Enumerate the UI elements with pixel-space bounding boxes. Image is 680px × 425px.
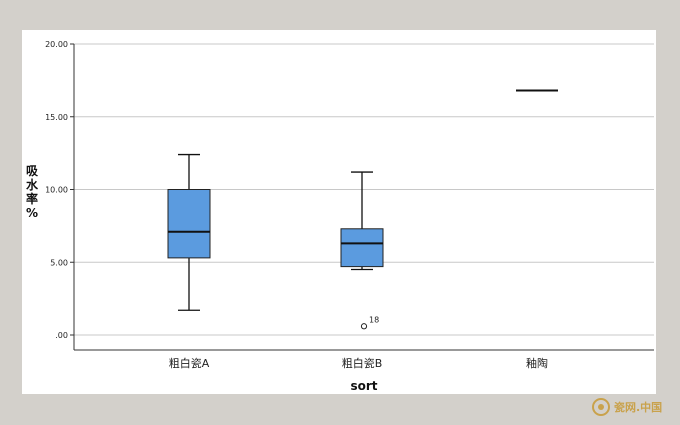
y-tick-label: .00: [55, 331, 68, 340]
box-iqr: [167, 189, 211, 259]
boxplot-chart: .00 5.00 10.00 15.00 20.00 粗白瓷A 18 粗白瓷B 釉陶 sort 吸水…: [26, 40, 654, 393]
y-tick-label: 5.00: [50, 258, 68, 267]
watermark: 瓷网.中国: [592, 396, 662, 418]
outlier-point: [360, 323, 368, 330]
y-tick-label: 15.00: [45, 113, 68, 122]
x-category-label: 粗白瓷A: [169, 356, 210, 370]
x-category-label: 粗白瓷B: [342, 356, 383, 370]
outlier-label: 18: [369, 315, 379, 324]
watermark-text: 瓷网.中国: [614, 401, 663, 414]
watermark-logo-icon: [592, 398, 610, 416]
x-axis-title: sort: [350, 379, 377, 393]
y-tick-label: 10.00: [45, 186, 68, 195]
y-tick-label: 20.00: [45, 40, 68, 49]
box-iqr: [340, 228, 384, 268]
y-axis-title: 吸水率%: [26, 164, 39, 220]
x-category-label: 釉陶: [526, 356, 548, 370]
chart-panel: .00 5.00 10.00 15.00 20.00 粗白瓷A 18 粗白瓷B 釉陶 sort 吸水…: [22, 30, 656, 394]
